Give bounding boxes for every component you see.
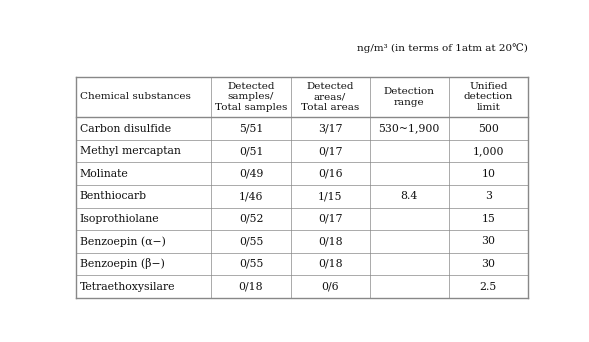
Text: 0/18: 0/18 bbox=[239, 281, 263, 291]
Text: 0/18: 0/18 bbox=[318, 259, 342, 269]
Text: Unified
detection
limit: Unified detection limit bbox=[464, 82, 513, 112]
Text: 530~1,900: 530~1,900 bbox=[379, 123, 440, 133]
Text: 500: 500 bbox=[478, 123, 499, 133]
Text: 0/6: 0/6 bbox=[321, 281, 339, 291]
Text: Benzoepin (α−): Benzoepin (α−) bbox=[80, 236, 166, 247]
Text: 30: 30 bbox=[481, 236, 495, 246]
Text: 15: 15 bbox=[481, 214, 495, 224]
Text: 0/18: 0/18 bbox=[318, 236, 342, 246]
Text: Benzoepin (β−): Benzoepin (β−) bbox=[80, 259, 164, 269]
Text: Molinate: Molinate bbox=[80, 169, 128, 179]
Text: 0/49: 0/49 bbox=[239, 169, 263, 179]
Text: 1,000: 1,000 bbox=[472, 146, 504, 156]
Text: Chemical substances: Chemical substances bbox=[80, 92, 190, 102]
Text: 0/17: 0/17 bbox=[318, 146, 342, 156]
Text: Methyl mercaptan: Methyl mercaptan bbox=[80, 146, 180, 156]
Text: 3: 3 bbox=[485, 191, 492, 201]
Text: 3/17: 3/17 bbox=[318, 123, 342, 133]
Text: 0/16: 0/16 bbox=[318, 169, 342, 179]
Text: 0/17: 0/17 bbox=[318, 214, 342, 224]
Text: ng/m³ (in terms of 1atm at 20℃): ng/m³ (in terms of 1atm at 20℃) bbox=[357, 43, 528, 53]
Text: Detected
samples/
Total samples: Detected samples/ Total samples bbox=[215, 82, 287, 112]
Text: 10: 10 bbox=[481, 169, 495, 179]
Text: 0/55: 0/55 bbox=[239, 236, 263, 246]
Text: Isoprothiolane: Isoprothiolane bbox=[80, 214, 159, 224]
Text: 5/51: 5/51 bbox=[239, 123, 263, 133]
Text: Detected
areas/
Total areas: Detected areas/ Total areas bbox=[301, 82, 359, 112]
Text: Carbon disulfide: Carbon disulfide bbox=[80, 123, 171, 133]
Text: 2.5: 2.5 bbox=[479, 281, 497, 291]
Text: Detection
range: Detection range bbox=[383, 87, 435, 107]
Text: 0/51: 0/51 bbox=[239, 146, 263, 156]
Text: 1/46: 1/46 bbox=[239, 191, 263, 201]
Text: 30: 30 bbox=[481, 259, 495, 269]
Text: Tetraethoxysilare: Tetraethoxysilare bbox=[80, 281, 175, 291]
Text: 8.4: 8.4 bbox=[401, 191, 418, 201]
Text: 0/55: 0/55 bbox=[239, 259, 263, 269]
Text: 1/15: 1/15 bbox=[318, 191, 342, 201]
Text: 0/52: 0/52 bbox=[239, 214, 263, 224]
Text: Benthiocarb: Benthiocarb bbox=[80, 191, 147, 201]
